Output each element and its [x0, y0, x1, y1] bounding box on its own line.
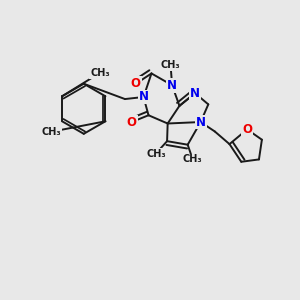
Text: CH₃: CH₃ — [146, 148, 166, 158]
Text: N: N — [167, 79, 177, 92]
Text: CH₃: CH₃ — [183, 154, 203, 164]
Text: CH₃: CH₃ — [41, 127, 61, 137]
Text: N: N — [196, 116, 206, 128]
Text: N: N — [190, 87, 200, 100]
Text: O: O — [242, 123, 252, 136]
Text: N: N — [139, 91, 148, 103]
Text: O: O — [127, 116, 137, 128]
Text: CH₃: CH₃ — [90, 68, 110, 78]
Text: CH₃: CH₃ — [161, 61, 180, 70]
Text: O: O — [131, 77, 141, 90]
